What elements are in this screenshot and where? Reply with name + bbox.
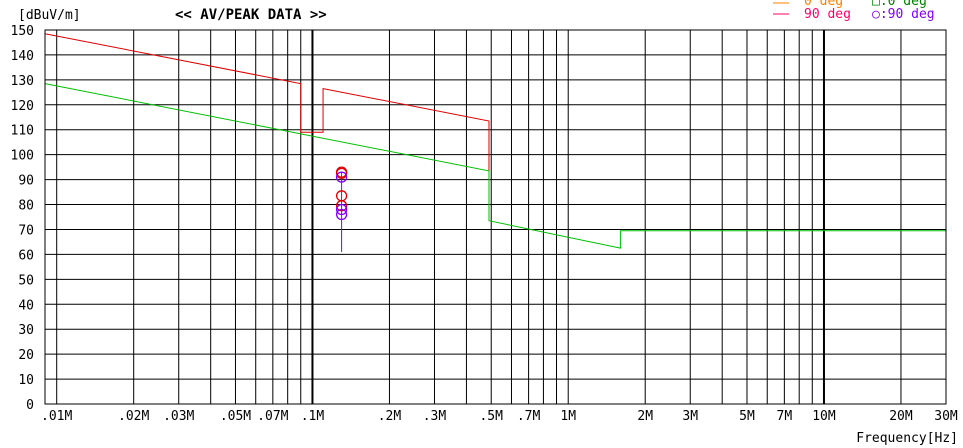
data-point-marker xyxy=(335,208,348,221)
y-tick-label: 80 xyxy=(18,199,34,214)
legend: 0 deg □:0 deg 90 deg ○:90 deg xyxy=(773,0,935,22)
y-tick-label: 100 xyxy=(11,149,34,164)
x-tick-label: 3M xyxy=(682,409,698,424)
series-line-1 xyxy=(44,83,946,249)
x-tick-label: .01M xyxy=(41,409,72,424)
data-markers xyxy=(335,166,348,252)
x-tick-label: .02M xyxy=(118,409,149,424)
y-tick-label: 50 xyxy=(18,273,34,288)
y-tick-label: 150 xyxy=(11,24,34,39)
y-tick-label: 40 xyxy=(18,298,34,313)
data-point-marker xyxy=(335,203,348,216)
legend-marker-label-1: ○:90 deg xyxy=(872,7,935,22)
data-point-marker xyxy=(335,200,348,212)
x-axis-label: Frequency[Hz] xyxy=(856,431,958,446)
series-lines xyxy=(44,33,946,249)
legend-line-label-0: 0 deg xyxy=(804,0,843,9)
x-tick-label: .3M xyxy=(423,409,447,424)
x-tick-label: 20M xyxy=(889,409,913,424)
y-tick-label: 70 xyxy=(18,223,34,238)
x-tick-label: .05M xyxy=(220,409,251,424)
x-tick-label: .2M xyxy=(378,409,402,424)
series-line-0 xyxy=(44,33,490,171)
x-tick-label: 7M xyxy=(777,409,793,424)
y-tick-label: 140 xyxy=(11,49,34,64)
y-tick-label: 20 xyxy=(18,348,34,363)
x-tick-label: 1M xyxy=(560,409,576,424)
x-tick-label: .07M xyxy=(257,409,288,424)
grid xyxy=(44,29,947,405)
x-tick-label: 30M xyxy=(934,409,958,424)
x-tick-label: .5M xyxy=(479,409,503,424)
data-point-marker xyxy=(335,171,348,183)
y-tick-label: 10 xyxy=(18,373,34,388)
y-tick-label: 130 xyxy=(11,74,34,89)
y-axis-label: [dBuV/m] xyxy=(18,8,81,23)
x-tick-label: .7M xyxy=(517,409,541,424)
data-point-marker xyxy=(335,167,348,180)
y-tick-label: 0 xyxy=(26,398,34,413)
y-tick-label: 90 xyxy=(18,174,34,189)
tick-labels: 0 10 20 30 40 50 60 70 80 90 100 110 120 130 140 150 .01… xyxy=(11,24,958,424)
x-tick-label: 5M xyxy=(739,409,755,424)
chart-title: << AV/PEAK DATA >> xyxy=(175,7,327,23)
y-tick-label: 120 xyxy=(11,99,34,114)
x-tick-label: 10M xyxy=(812,409,836,424)
plot-area xyxy=(45,30,946,404)
x-tick-label: .03M xyxy=(163,409,194,424)
legend-line-label-1: 90 deg xyxy=(804,7,851,22)
y-tick-label: 60 xyxy=(18,248,34,263)
y-tick-label: 30 xyxy=(18,323,34,338)
x-tick-label: .1M xyxy=(301,409,325,424)
y-tick-label: 110 xyxy=(11,124,34,139)
x-tick-label: 2M xyxy=(637,409,653,424)
plot-frame xyxy=(44,29,947,405)
legend-marker-label-0: □:0 deg xyxy=(872,0,927,9)
